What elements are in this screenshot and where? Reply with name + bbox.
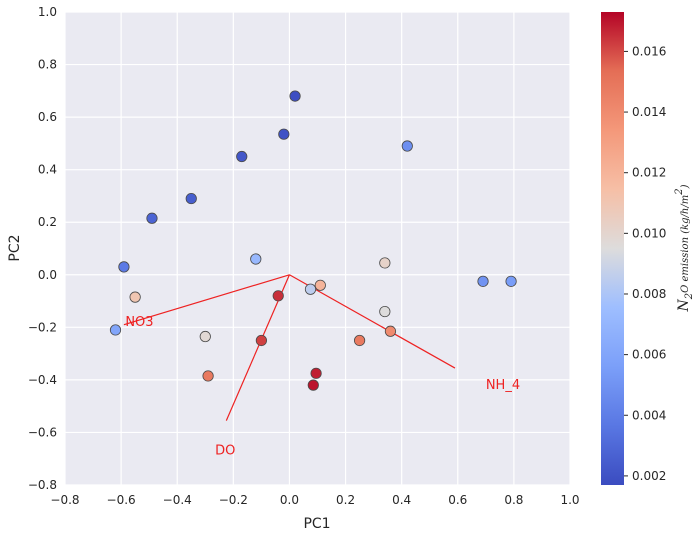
- loading-vector-no3: [123, 274, 290, 326]
- y-tick-label: −0.8: [28, 478, 57, 492]
- data-point: [310, 367, 322, 379]
- y-tick-label: 0.0: [38, 268, 57, 282]
- data-point: [146, 212, 158, 224]
- x-tick-label: 0.2: [336, 493, 355, 507]
- loading-label-nh4: NH_4: [486, 378, 520, 393]
- x-tick-label: −0.2: [219, 493, 248, 507]
- data-point: [129, 291, 141, 303]
- colorbar-label-part: ): [680, 184, 691, 189]
- data-point: [505, 275, 517, 287]
- y-tick-label: 0.6: [38, 110, 57, 124]
- data-point: [250, 253, 262, 265]
- data-point: [185, 192, 197, 205]
- x-tick-label: 0.4: [392, 493, 411, 507]
- y-tick-label: 0.4: [38, 163, 57, 177]
- colorbar-ticks: 0.002 0.004 0.006 0.008 0.010 0.012 0.014 0.016: [624, 44, 666, 483]
- colorbar-label-part: O emission (kg/h/m: [680, 195, 691, 293]
- data-point: [307, 379, 319, 391]
- x-tick-label: 0.0: [280, 493, 299, 507]
- y-tick-label: 0.8: [38, 58, 57, 72]
- y-tick-label: 1.0: [38, 5, 57, 19]
- y-tick-label: 0.2: [38, 215, 57, 229]
- x-axis-label: PC1: [303, 516, 330, 532]
- data-point: [255, 334, 267, 347]
- x-tick-label: 0.8: [504, 493, 523, 507]
- data-point: [118, 261, 130, 273]
- x-tick-label: 1.0: [560, 493, 579, 507]
- y-tick-label: −0.6: [28, 425, 57, 439]
- colorbar-label-part: 2: [674, 188, 685, 195]
- colorbar-tick-label: 0.014: [632, 105, 666, 119]
- data-point: [477, 275, 489, 287]
- data-point: [304, 283, 317, 295]
- colorbar-tick-label: 0.002: [632, 469, 666, 483]
- y-axis-ticks: −0.8 −0.6 −0.4 −0.2 0.0 0.2 0.4 0.6 0.8 1.0: [28, 5, 57, 492]
- colorbar-tick-label: 0.008: [632, 287, 666, 301]
- data-point: [202, 370, 214, 382]
- data-point: [379, 257, 391, 269]
- x-tick-label: 0.6: [448, 493, 467, 507]
- x-tick-label: −0.6: [107, 493, 136, 507]
- colorbar-tick-label: 0.016: [632, 44, 666, 58]
- y-axis-label: PC2: [7, 234, 23, 261]
- loading-label-do: DO: [215, 444, 235, 459]
- colorbar-label-part: 2: [684, 293, 693, 300]
- x-tick-label: −0.4: [163, 493, 192, 507]
- colorbar-tick-label: 0.004: [632, 408, 666, 422]
- data-point: [278, 128, 290, 140]
- colorbar-label: N2O emission (kg/h/m2): [674, 184, 693, 312]
- data-point: [379, 305, 391, 318]
- colorbar-label-part: N: [676, 299, 692, 313]
- y-tick-label: −0.4: [28, 373, 57, 387]
- data-point: [353, 334, 366, 347]
- colorbar-tick-label: 0.010: [632, 226, 666, 240]
- colorbar-tick-label: 0.012: [632, 166, 666, 180]
- colorbar-tick-label: 0.006: [632, 348, 666, 362]
- loading-vector-nh4: [289, 274, 456, 369]
- x-tick-label: −0.8: [50, 493, 79, 507]
- y-tick-label: −0.2: [28, 320, 57, 334]
- data-point: [401, 140, 413, 152]
- data-point: [109, 324, 122, 336]
- data-point: [236, 150, 248, 163]
- x-axis-ticks: −0.8 −0.6 −0.4 −0.2 0.0 0.2 0.4 0.6 0.8 1.0: [50, 493, 579, 507]
- data-point: [289, 90, 301, 102]
- data-point: [314, 279, 326, 291]
- grid: [64, 11, 571, 486]
- data-points: [109, 90, 517, 391]
- loading-label-no3: NO3: [125, 315, 153, 330]
- data-point: [272, 290, 284, 302]
- data-point: [384, 325, 397, 337]
- data-point: [199, 330, 211, 343]
- plot-area: [65, 12, 570, 485]
- colorbar: [601, 12, 624, 485]
